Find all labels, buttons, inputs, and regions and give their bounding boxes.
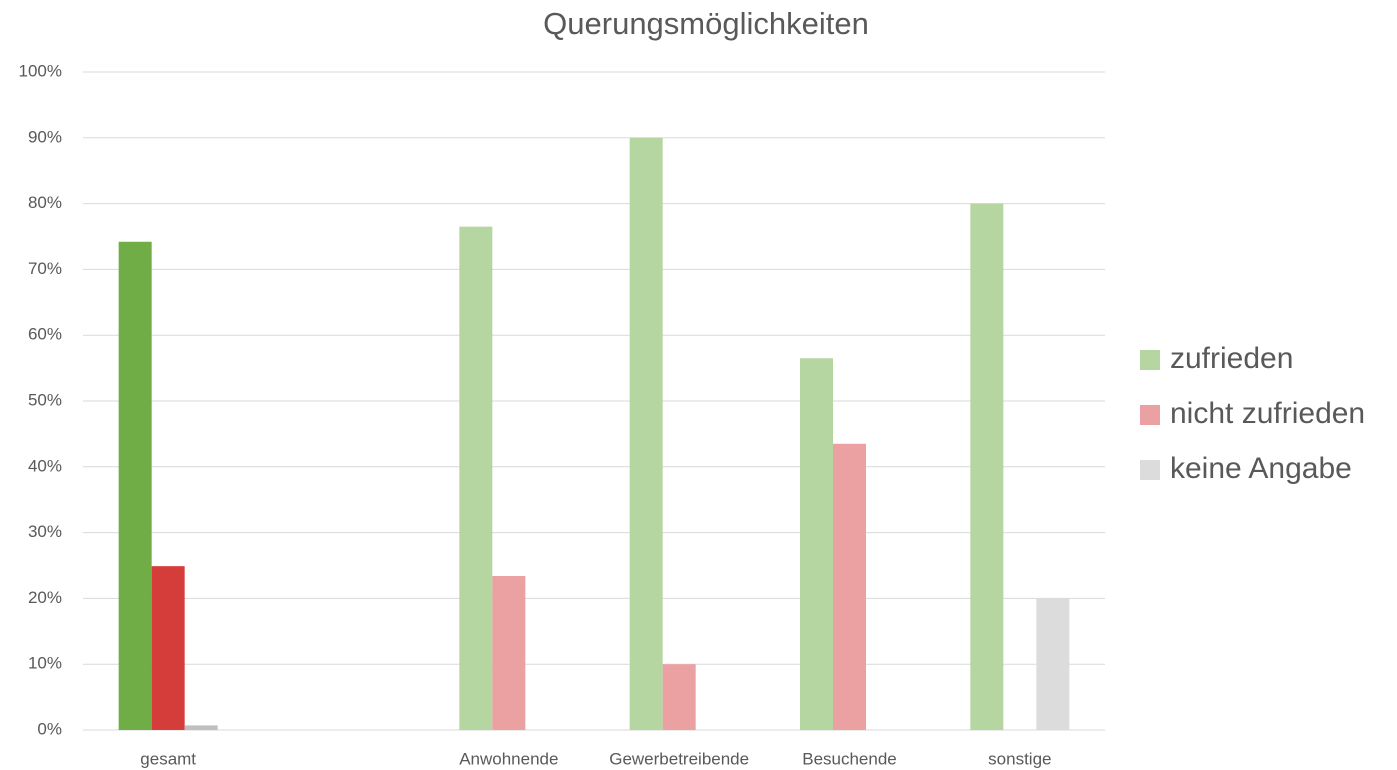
y-tick-label: 0% <box>37 719 62 738</box>
bar <box>833 443 866 730</box>
bar <box>184 725 218 730</box>
bar <box>800 358 833 730</box>
legend-swatch <box>1140 405 1160 425</box>
bar <box>1036 598 1070 730</box>
y-tick-label: 70% <box>28 259 62 278</box>
y-tick-label: 20% <box>28 588 62 607</box>
x-tick-label: Anwohnende <box>459 749 558 768</box>
x-tick-label: Besuchende <box>802 749 897 768</box>
bar <box>118 241 152 730</box>
x-tick-label: Gewerbetreibende <box>609 749 749 768</box>
chart-title: Querungsmöglichkeiten <box>543 6 869 41</box>
y-tick-label: 60% <box>28 325 62 344</box>
bar <box>662 664 696 730</box>
bar <box>629 137 663 731</box>
legend-label: nicht zufrieden <box>1170 397 1365 430</box>
bar <box>970 203 1004 731</box>
y-tick-label: 80% <box>28 193 62 212</box>
y-tick-label: 40% <box>28 456 62 475</box>
y-tick-label: 30% <box>28 522 62 541</box>
y-tick-label: 10% <box>28 654 62 673</box>
bar <box>492 576 526 730</box>
y-tick-label: 90% <box>28 127 62 146</box>
x-tick-label: gesamt <box>140 749 196 768</box>
y-tick-label: 100% <box>19 61 62 80</box>
legend-swatch <box>1140 460 1160 480</box>
y-tick-label: 50% <box>28 390 62 409</box>
bar <box>151 566 185 730</box>
legend-label: keine Angabe <box>1170 452 1352 485</box>
bar <box>459 226 493 730</box>
legend-label: zufrieden <box>1170 342 1293 375</box>
legend-swatch <box>1140 350 1160 370</box>
x-tick-label: sonstige <box>988 749 1051 768</box>
